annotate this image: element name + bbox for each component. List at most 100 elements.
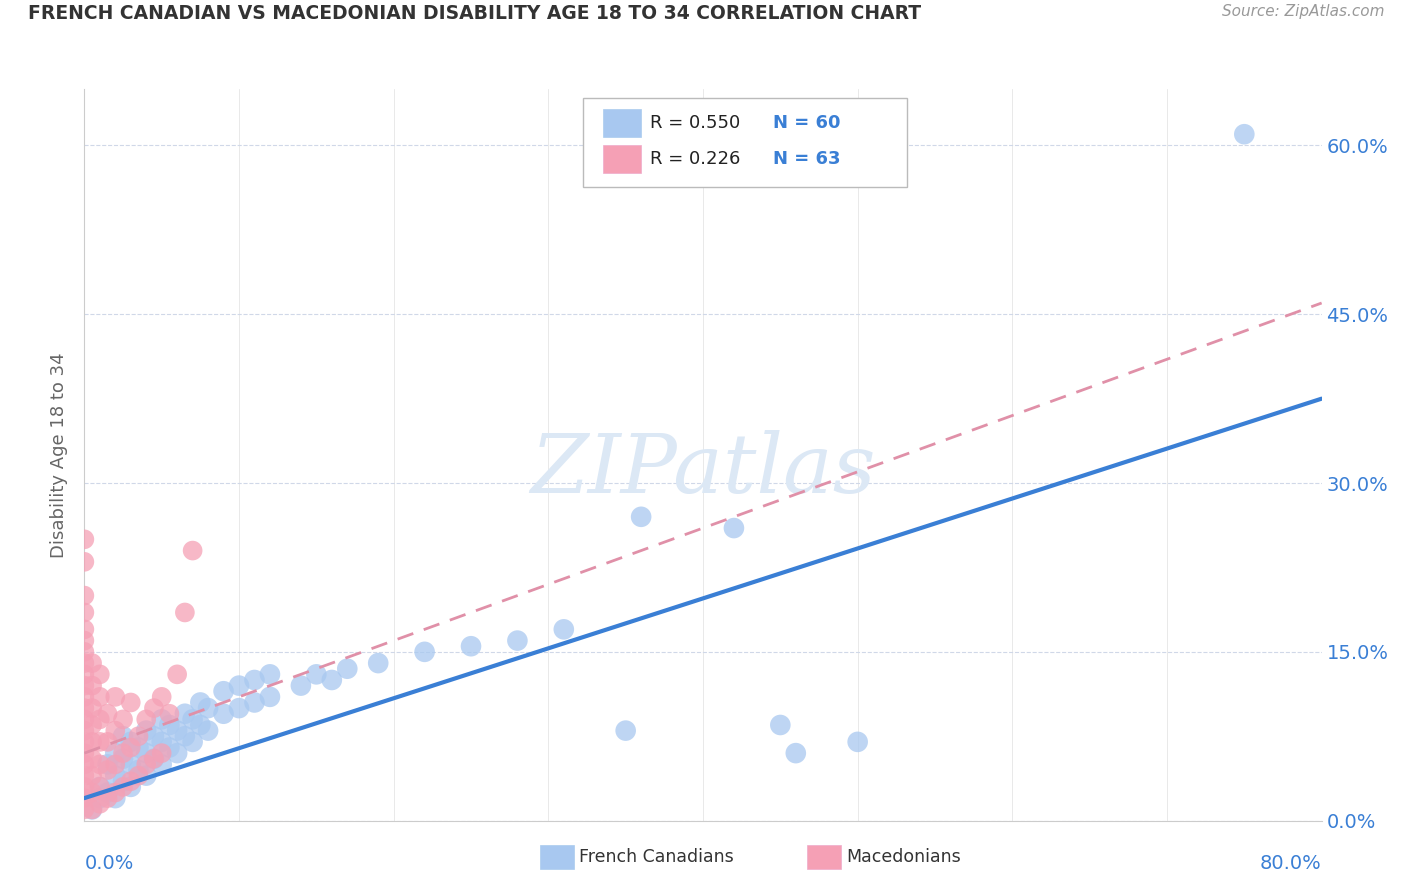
Point — [197, 701, 219, 715]
Point — [135, 746, 157, 760]
Point — [97, 757, 120, 772]
Point — [73, 769, 96, 783]
Point — [846, 735, 869, 749]
Point — [305, 667, 328, 681]
Point — [259, 690, 281, 704]
Point — [73, 555, 96, 569]
Point — [97, 791, 120, 805]
Point — [630, 509, 652, 524]
Point — [128, 740, 150, 755]
Point — [89, 797, 111, 811]
Y-axis label: Disability Age 18 to 34: Disability Age 18 to 34 — [51, 352, 69, 558]
Point — [228, 679, 250, 693]
Point — [73, 780, 96, 794]
Point — [150, 746, 173, 760]
Point — [321, 673, 343, 687]
Point — [104, 757, 127, 772]
Point — [73, 606, 96, 620]
Point — [197, 723, 219, 738]
Point — [120, 735, 142, 749]
Point — [367, 656, 389, 670]
Point — [112, 752, 135, 766]
Point — [73, 723, 96, 738]
Text: 0.0%: 0.0% — [84, 855, 134, 873]
Point — [73, 701, 96, 715]
Point — [188, 718, 212, 732]
Text: N = 60: N = 60 — [773, 114, 841, 132]
Point — [104, 791, 127, 805]
Point — [143, 729, 166, 743]
Point — [82, 656, 104, 670]
Point — [73, 791, 96, 805]
Point — [723, 521, 745, 535]
Point — [82, 785, 104, 799]
Point — [97, 706, 120, 721]
Point — [73, 757, 96, 772]
Point — [143, 752, 166, 766]
Point — [97, 735, 120, 749]
Point — [166, 667, 188, 681]
Point — [181, 712, 204, 726]
Text: Macedonians: Macedonians — [846, 848, 962, 866]
Point — [97, 785, 120, 799]
Text: ZIPatlas: ZIPatlas — [530, 430, 876, 509]
Point — [135, 769, 157, 783]
Text: R = 0.226: R = 0.226 — [650, 150, 740, 168]
Point — [553, 623, 575, 637]
Point — [785, 746, 807, 760]
Text: R = 0.550: R = 0.550 — [650, 114, 740, 132]
Point — [181, 735, 204, 749]
Point — [336, 662, 359, 676]
Point — [243, 673, 266, 687]
Point — [89, 712, 111, 726]
Point — [259, 667, 281, 681]
Point — [73, 589, 96, 603]
Point — [89, 690, 111, 704]
Text: N = 63: N = 63 — [773, 150, 841, 168]
Point — [120, 740, 142, 755]
Point — [73, 690, 96, 704]
Point — [97, 763, 120, 777]
Point — [112, 780, 135, 794]
Point — [82, 679, 104, 693]
Point — [212, 684, 235, 698]
Point — [181, 543, 204, 558]
Point — [104, 690, 127, 704]
Point — [159, 718, 181, 732]
Point — [82, 802, 104, 816]
Point — [73, 802, 96, 816]
Point — [104, 769, 127, 783]
Point — [112, 746, 135, 760]
Point — [89, 735, 111, 749]
Point — [174, 706, 197, 721]
Point — [166, 723, 188, 738]
Point — [769, 718, 792, 732]
Point — [614, 723, 637, 738]
Point — [73, 679, 96, 693]
Point — [104, 746, 127, 760]
Point — [73, 712, 96, 726]
Point — [212, 706, 235, 721]
Point — [112, 774, 135, 789]
Point — [82, 701, 104, 715]
Point — [82, 735, 104, 749]
Point — [166, 746, 188, 760]
Point — [120, 780, 142, 794]
Point — [188, 696, 212, 710]
Point — [73, 746, 96, 760]
Point — [120, 774, 142, 789]
Point — [120, 757, 142, 772]
Point — [143, 752, 166, 766]
Point — [159, 740, 181, 755]
Point — [290, 679, 312, 693]
Point — [120, 696, 142, 710]
Point — [174, 729, 197, 743]
Point — [174, 606, 197, 620]
Point — [82, 802, 104, 816]
Point — [104, 785, 127, 799]
Text: 80.0%: 80.0% — [1260, 855, 1322, 873]
Point — [460, 639, 482, 653]
Point — [73, 667, 96, 681]
Point — [243, 696, 266, 710]
Point — [73, 735, 96, 749]
